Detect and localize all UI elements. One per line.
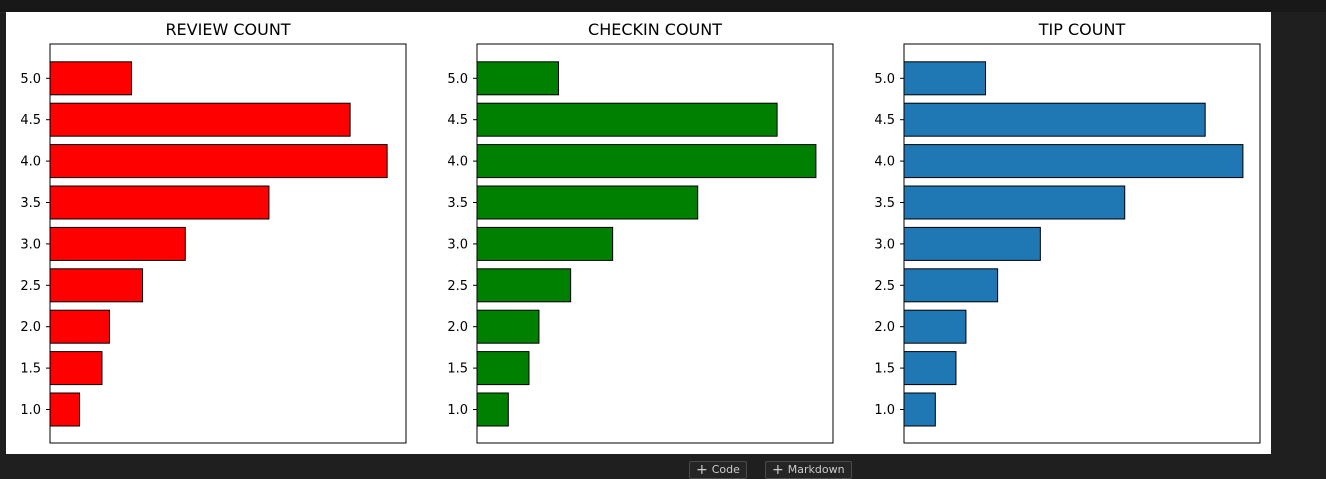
y-tick-label: 4.5 <box>874 113 895 128</box>
y-tick-label: 2.0 <box>874 320 895 335</box>
y-tick-label: 1.5 <box>447 362 468 377</box>
plus-icon: + <box>772 462 784 478</box>
bar-4.0 <box>903 144 1244 179</box>
bar-2.0 <box>903 309 967 344</box>
y-tick-label: 1.5 <box>874 362 895 377</box>
chart-title: CHECKIN COUNT <box>588 20 722 39</box>
y-tick-label: 2.0 <box>20 320 41 335</box>
y-tick-label: 3.0 <box>447 237 468 252</box>
y-tick-label: 1.0 <box>20 403 41 418</box>
bar-1.5 <box>476 351 530 386</box>
y-tick-label: 3.0 <box>20 237 41 252</box>
add-code-label: Code <box>711 463 740 476</box>
y-tick-label: 1.0 <box>874 403 895 418</box>
bar-1.5 <box>49 351 103 386</box>
bar-4.5 <box>476 102 778 137</box>
add-markdown-cell-button[interactable]: + Markdown <box>765 461 852 479</box>
chart-title: REVIEW COUNT <box>165 20 290 39</box>
bar-1.5 <box>903 351 957 386</box>
y-tick-label: 2.0 <box>447 320 468 335</box>
y-tick-label: 5.0 <box>874 72 895 87</box>
y-tick-label: 2.5 <box>447 279 468 294</box>
y-tick-label: 3.0 <box>874 237 895 252</box>
y-tick-label: 4.0 <box>20 155 41 170</box>
bar-3.5 <box>476 185 699 220</box>
y-tick-label: 4.5 <box>20 113 41 128</box>
chart-panel-3: TIP COUNT 1.0 1.5 2.0 2.5 3.0 3.5 4.0 4.5 5.0 <box>874 20 1261 444</box>
scroll-track[interactable] <box>1271 12 1326 454</box>
bar-2.5 <box>903 268 999 303</box>
bar-5.0 <box>903 61 987 96</box>
bar-2.5 <box>49 268 144 303</box>
bar-5.0 <box>49 61 133 96</box>
bar-5.0 <box>476 61 560 96</box>
bar-4.0 <box>476 144 817 179</box>
y-tick-label: 3.5 <box>447 196 468 211</box>
y-tick-label: 4.5 <box>447 113 468 128</box>
axes-frame <box>49 43 407 444</box>
bar-1.0 <box>49 392 81 427</box>
y-tick-label: 5.0 <box>447 72 468 87</box>
bar-2.0 <box>49 309 110 344</box>
bar-1.0 <box>476 392 509 427</box>
add-code-cell-button[interactable]: + Code <box>689 461 747 479</box>
bar-3.0 <box>903 226 1041 261</box>
bar-1.0 <box>903 392 936 427</box>
y-tick-label: 4.0 <box>874 155 895 170</box>
bar-3.0 <box>49 226 186 261</box>
axes-frame <box>903 43 1261 444</box>
add-markdown-label: Markdown <box>787 463 845 476</box>
y-tick-label: 4.0 <box>447 155 468 170</box>
plus-icon: + <box>696 462 708 478</box>
bar-3.5 <box>49 185 270 220</box>
cell-output-area <box>6 12 1271 454</box>
bar-4.5 <box>49 102 351 137</box>
y-tick-label: 5.0 <box>20 72 41 87</box>
bar-4.5 <box>903 102 1206 137</box>
y-tick-label: 3.5 <box>20 196 41 211</box>
chart-panel-2: CHECKIN COUNT 1.0 1.5 2.0 2.5 3.0 3.5 4.0 4.5 5.0 <box>447 20 834 444</box>
chart-title: TIP COUNT <box>1038 20 1126 39</box>
y-tick-label: 2.5 <box>20 279 41 294</box>
bar-2.0 <box>476 309 540 344</box>
axes-frame <box>476 43 834 444</box>
y-tick-label: 3.5 <box>874 196 895 211</box>
bar-2.5 <box>476 268 572 303</box>
bar-4.0 <box>49 144 388 179</box>
y-tick-label: 2.5 <box>874 279 895 294</box>
cell-toolbar: + Code + Markdown <box>0 459 1326 479</box>
y-tick-label: 1.5 <box>20 362 41 377</box>
bar-3.5 <box>903 185 1126 220</box>
bar-3.0 <box>476 226 614 261</box>
chart-panel-1: REVIEW COUNT 1.0 1.5 2.0 2.5 3.0 3.5 4.0 4.5 5.0 <box>20 20 407 444</box>
y-tick-label: 1.0 <box>447 403 468 418</box>
